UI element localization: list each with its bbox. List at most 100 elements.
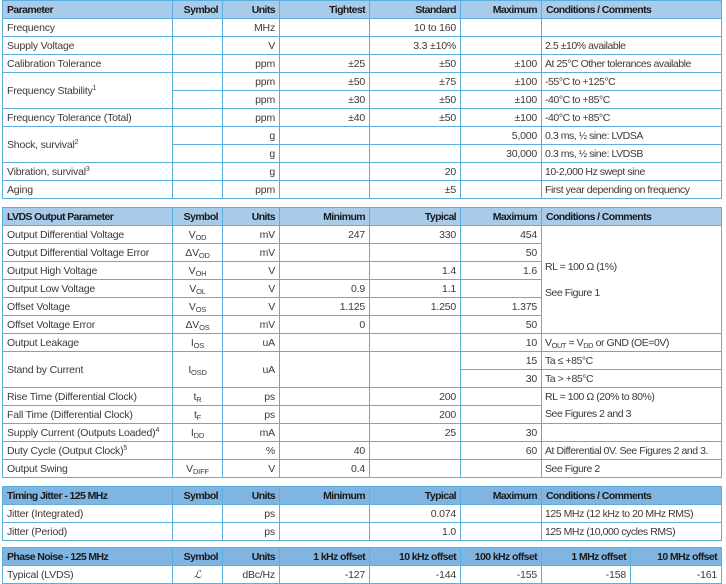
table-row: Jitter (Period) ps 1.0 125 MHz (10,000 c… (2, 522, 722, 541)
units: mV (222, 225, 280, 244)
typical: 1.4 (369, 261, 461, 280)
units: dBc/Hz (222, 565, 280, 584)
maximum: ±100 (460, 72, 542, 91)
symbol (172, 504, 223, 523)
table-row: Calibration Tolerance ppm ±25 ±50 ±100 A… (2, 54, 722, 73)
typical (369, 441, 461, 460)
units: mA (222, 423, 280, 442)
col-header: Typical (369, 486, 461, 505)
maximum (460, 180, 542, 199)
standard: ±50 (369, 54, 461, 73)
maximum: 30 (460, 369, 542, 388)
col-header: Minimum (279, 207, 370, 226)
standard (369, 144, 461, 163)
table-row: Output Swing VDIFF V 0.4 See Figure 2 (2, 459, 722, 478)
typical: 330 (369, 225, 461, 244)
standard: ±50 (369, 90, 461, 109)
conditions (541, 18, 722, 37)
timing-jitter-table: Timing Jitter - 125 MHz Symbol Units Min… (2, 486, 722, 541)
col-header: Conditions / Comments (541, 486, 722, 505)
tightest (279, 18, 370, 37)
col-header: Conditions / Comments (541, 0, 722, 19)
specifications-table: Parameter Symbol Units Tightest Standard… (2, 0, 722, 199)
units: uA (222, 351, 280, 388)
symbol: tF (172, 405, 223, 424)
units: MHz (222, 18, 280, 37)
col-header: Units (222, 0, 280, 19)
header-row: Timing Jitter - 125 MHz Symbol Units Min… (2, 486, 722, 505)
col-header: LVDS Output Parameter (2, 207, 173, 226)
minimum: 0.4 (279, 459, 370, 478)
col-header: Symbol (172, 0, 223, 19)
col-header: Tightest (279, 0, 370, 19)
symbol (172, 108, 223, 127)
conditions: RL = 100 Ω (1%) See Figure 1 (541, 225, 722, 334)
condition-line: RL = 100 Ω (20% to 80%) (545, 390, 655, 403)
symbol (172, 90, 223, 109)
col-header: Typical (369, 207, 461, 226)
tightest (279, 126, 370, 145)
value: -158 (541, 565, 631, 584)
minimum: 0 (279, 315, 370, 334)
maximum: 30 (460, 423, 542, 442)
units: V (222, 36, 280, 55)
parameter: Output Differential Voltage Error (2, 243, 173, 262)
symbol (172, 54, 223, 73)
typical: 200 (369, 405, 461, 424)
symbol (172, 126, 223, 145)
conditions: -55°C to +125°C (541, 72, 722, 91)
col-header: Phase Noise - 125 MHz (2, 547, 173, 566)
parameter: Offset Voltage Error (2, 315, 173, 334)
symbol: VOL (172, 279, 223, 298)
col-header: Symbol (172, 547, 223, 566)
symbol: ℒ (172, 565, 223, 584)
tightest: ±30 (279, 90, 370, 109)
minimum: 247 (279, 225, 370, 244)
tightest (279, 180, 370, 199)
units: uA (222, 333, 280, 352)
table-row: Supply Voltage V 3.3 ±10% 2.5 ±10% avail… (2, 36, 722, 55)
col-header: 10 kHz offset (369, 547, 461, 566)
col-header: Maximum (460, 0, 542, 19)
maximum (460, 36, 542, 55)
minimum (279, 261, 370, 280)
typical: 1.0 (369, 522, 461, 541)
conditions: At 25°C Other tolerances available (541, 54, 722, 73)
value: -127 (279, 565, 370, 584)
table-row: Vibration, survival3 g 20 10-2,000 Hz sw… (2, 162, 722, 181)
minimum (279, 405, 370, 424)
condition-line: RL = 100 Ω (1%) (545, 260, 617, 273)
symbol (172, 522, 223, 541)
symbol: ΔVOD (172, 243, 223, 262)
typical: 1.1 (369, 279, 461, 298)
units: ps (222, 405, 280, 424)
minimum: 1.125 (279, 297, 370, 316)
parameter: Shock, survival2 (2, 126, 173, 163)
parameter: Calibration Tolerance (2, 54, 173, 73)
maximum: 50 (460, 243, 542, 262)
standard: ±50 (369, 108, 461, 127)
maximum (460, 522, 542, 541)
conditions: VOUT = VDD or GND (OE=0V) (541, 333, 722, 352)
parameter: Jitter (Period) (2, 522, 173, 541)
parameter: Frequency Tolerance (Total) (2, 108, 173, 127)
conditions: 125 MHz (12 kHz to 20 MHz RMS) (541, 504, 722, 523)
col-header: 100 kHz offset (460, 547, 542, 566)
units: ps (222, 504, 280, 523)
units: V (222, 297, 280, 316)
typical: 200 (369, 387, 461, 406)
conditions: 0.3 ms, ½ sine: LVDSA (541, 126, 722, 145)
parameter: Supply Voltage (2, 36, 173, 55)
maximum: 30,000 (460, 144, 542, 163)
table-row: Output Differential Voltage VOD mV 247 330 45… (2, 225, 722, 334)
conditions: See Figure 2 (541, 459, 722, 478)
typical (369, 315, 461, 334)
table-row: Rise Time (Differential Clock) tR ps 200 RL … (2, 387, 722, 424)
minimum: 40 (279, 441, 370, 460)
units: ps (222, 522, 280, 541)
conditions: -40°C to +85°C (541, 90, 722, 109)
table-row: Output Leakage IOS uA 10 VOUT = VDD or GND (… (2, 333, 722, 352)
col-header: Standard (369, 0, 461, 19)
maximum: 1.375 (460, 297, 542, 316)
header-row: Phase Noise - 125 MHz Symbol Units 1 kHz… (2, 547, 722, 566)
